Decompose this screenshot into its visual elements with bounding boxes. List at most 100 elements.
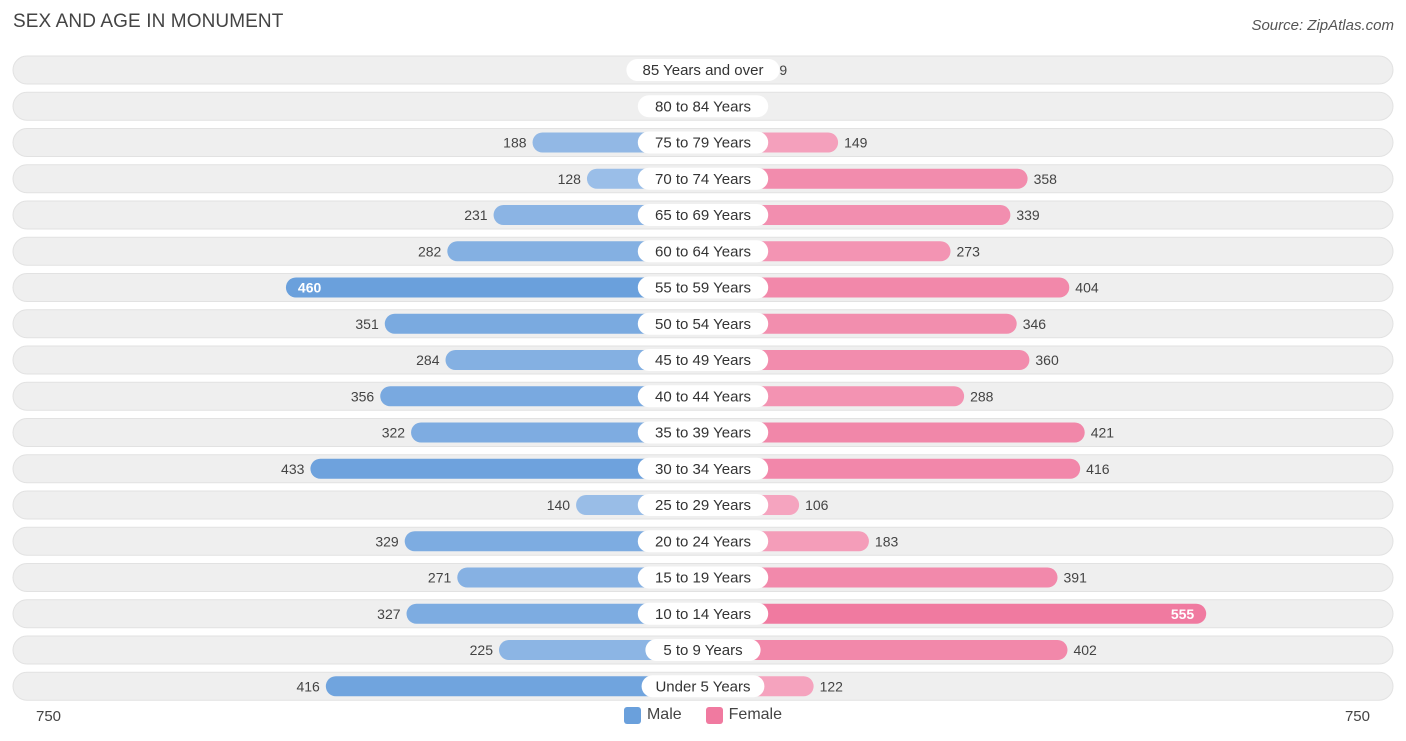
category-pill — [637, 421, 769, 444]
category-label: 15 to 19 Years — [655, 570, 751, 587]
category-label: 50 to 54 Years — [655, 316, 751, 333]
legend: Male Female — [0, 706, 1406, 724]
chart-title: SEX AND AGE IN MONUMENT — [13, 11, 284, 32]
female-bar — [703, 205, 1011, 225]
female-bar — [703, 386, 965, 407]
female-value-label: 358 — [1034, 171, 1058, 187]
male-value-label: 327 — [377, 606, 401, 622]
category-label: 85 Years and over — [643, 62, 764, 79]
male-value-label: 329 — [375, 533, 399, 549]
male-bar — [445, 350, 703, 370]
category-pill — [637, 566, 769, 589]
female-value-label: 416 — [1086, 461, 1110, 477]
male-value-label: 433 — [281, 461, 305, 477]
category-label: 35 to 39 Years — [655, 425, 751, 442]
male-value-label: 188 — [503, 135, 527, 151]
female-bar — [703, 422, 1085, 443]
female-value-label: 404 — [1075, 280, 1099, 296]
female-value-label: 555 — [1171, 606, 1195, 622]
female-value-label: 183 — [875, 533, 899, 549]
female-value-label: 346 — [1023, 316, 1047, 332]
female-value-label: 288 — [970, 388, 994, 404]
female-bar — [703, 168, 1028, 189]
male-bar — [406, 603, 703, 624]
category-label: 5 to 9 Years — [663, 642, 742, 659]
male-bar — [380, 386, 703, 407]
axis-left-label: 750 — [36, 708, 62, 725]
male-bar — [384, 313, 703, 334]
male-value-label: 271 — [428, 570, 452, 586]
source-label: Source: ZipAtlas.com — [1251, 17, 1394, 34]
legend-female-label: Female — [728, 706, 783, 723]
category-pill — [637, 204, 769, 226]
female-value-label: 391 — [1064, 570, 1088, 586]
category-pill — [645, 639, 761, 661]
category-pill — [637, 385, 769, 408]
male-value-label: 351 — [355, 316, 379, 332]
category-pill — [637, 276, 769, 299]
category-label: 80 to 84 Years — [655, 98, 751, 115]
category-pill — [637, 131, 769, 154]
category-pill — [637, 602, 769, 625]
female-value-label: 339 — [1016, 207, 1040, 223]
male-value-label: 460 — [298, 280, 322, 296]
category-label: 65 to 69 Years — [655, 207, 751, 224]
female-bar — [703, 567, 1058, 588]
female-value-label: 122 — [820, 678, 844, 694]
male-bar — [325, 676, 703, 697]
male-swatch-icon — [623, 706, 641, 724]
category-pill — [637, 95, 769, 118]
category-pill — [637, 167, 769, 190]
category-label: 55 to 59 Years — [655, 280, 751, 297]
female-bar — [703, 277, 1070, 298]
male-value-label: 128 — [558, 171, 582, 187]
category-pill — [626, 59, 780, 81]
female-bar — [703, 313, 1017, 334]
category-label: Under 5 Years — [655, 678, 750, 695]
category-label: 25 to 29 Years — [655, 497, 751, 514]
category-label: 20 to 24 Years — [655, 533, 751, 550]
category-pill — [637, 530, 769, 553]
male-value-label: 356 — [351, 388, 375, 404]
axis-right-label: 750 — [1344, 708, 1370, 725]
female-swatch-icon — [705, 706, 723, 724]
male-value-label: 416 — [296, 678, 320, 694]
category-pill — [641, 675, 765, 698]
male-value-label: 140 — [547, 497, 571, 513]
category-pill — [637, 312, 769, 335]
female-bar — [703, 350, 1030, 370]
female-value-label: 421 — [1091, 425, 1115, 441]
legend-item-male[interactable]: Male — [623, 706, 682, 724]
male-value-label: 231 — [464, 207, 488, 223]
female-value-label: 149 — [844, 135, 868, 151]
category-pill — [637, 349, 769, 371]
category-pill — [637, 457, 769, 480]
category-label: 75 to 79 Years — [655, 135, 751, 152]
male-value-label: 322 — [382, 425, 406, 441]
category-label: 45 to 49 Years — [655, 352, 751, 369]
female-bar — [703, 458, 1081, 479]
female-value-label: 360 — [1035, 352, 1059, 368]
category-pill — [637, 494, 769, 516]
female-value-label: 402 — [1073, 642, 1097, 658]
category-label: 70 to 74 Years — [655, 171, 751, 188]
male-value-label: 225 — [470, 642, 494, 658]
legend-item-female[interactable]: Female — [705, 706, 783, 724]
female-bar — [703, 603, 1207, 624]
male-bar — [285, 277, 703, 298]
female-bar — [703, 640, 1068, 660]
male-bar — [404, 531, 703, 552]
category-label: 10 to 14 Years — [655, 606, 751, 623]
male-bar — [411, 422, 703, 443]
legend-male-label: Male — [646, 706, 682, 723]
category-label: 30 to 34 Years — [655, 461, 751, 478]
male-value-label: 284 — [416, 352, 440, 368]
female-value-label: 106 — [805, 497, 829, 513]
male-bar — [310, 458, 703, 479]
category-label: 40 to 44 Years — [655, 388, 751, 405]
female-value-label: 273 — [957, 243, 981, 259]
category-pill — [637, 240, 769, 263]
male-value-label: 282 — [418, 243, 442, 259]
category-label: 60 to 64 Years — [655, 243, 751, 260]
